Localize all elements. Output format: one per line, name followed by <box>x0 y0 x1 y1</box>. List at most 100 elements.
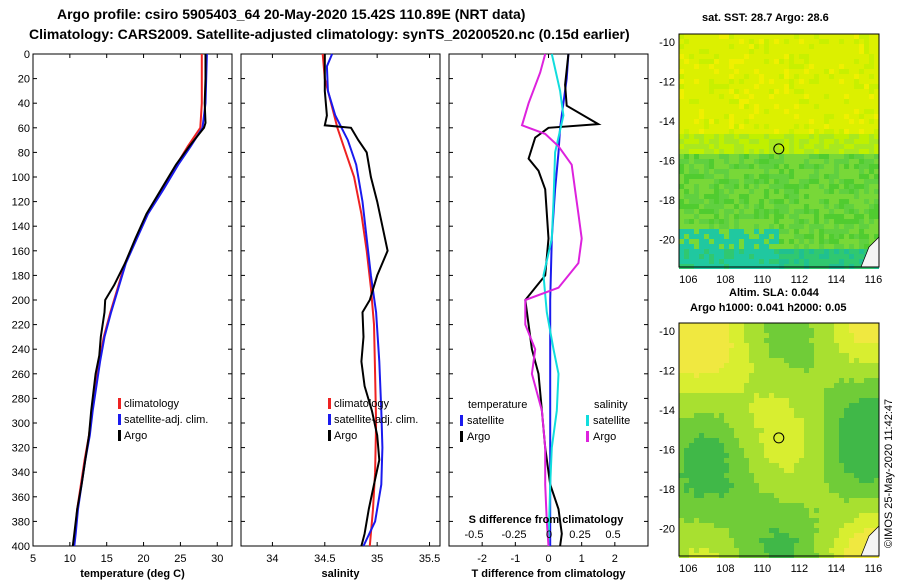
sst-map-cell <box>739 59 744 64</box>
sla-map-cell <box>704 433 709 438</box>
sst-map-cell <box>779 134 784 139</box>
sla-map-cell <box>709 458 714 463</box>
sst-map-cell <box>759 94 764 99</box>
sla-map-cell <box>724 483 729 488</box>
sla-map-cell <box>869 338 874 343</box>
sst-map-cell <box>844 39 849 44</box>
sst-map-cell <box>834 239 839 244</box>
sst-map-cell <box>724 259 729 264</box>
sst-map-cell <box>759 224 764 229</box>
sla-map-cell <box>689 358 694 363</box>
sla-map-cell <box>709 463 714 468</box>
sst-map-cell <box>834 189 839 194</box>
sst-map-cell <box>724 134 729 139</box>
sst-map-cell <box>689 184 694 189</box>
sst-map-cell <box>729 224 734 229</box>
sla-map-cell <box>759 488 764 493</box>
sla-map-cell <box>679 488 684 493</box>
sla-map-cell <box>814 548 819 553</box>
sst-map-cell <box>759 179 764 184</box>
sla-map-cell <box>734 513 739 518</box>
sla-map-cell <box>704 418 709 423</box>
sla-map-cell <box>714 548 719 553</box>
sst-map-cell <box>869 84 874 89</box>
sla-map-cell <box>869 398 874 403</box>
sla-map-cell <box>794 483 799 488</box>
sla-map-cell <box>784 503 789 508</box>
sla-map-cell <box>809 403 814 408</box>
sst-map-cell <box>834 244 839 249</box>
sst-map-cell <box>774 129 779 134</box>
sst-map-cell <box>829 154 834 159</box>
sla-map-cell <box>824 433 829 438</box>
sst-map-cell <box>829 204 834 209</box>
sla-map-cell <box>784 428 789 433</box>
sla-map-cell <box>809 533 814 538</box>
sst-map-cell <box>819 219 824 224</box>
sst-map-cell <box>679 89 684 94</box>
sla-map-cell <box>839 353 844 358</box>
sla-map-cell <box>724 358 729 363</box>
sla-map-cell <box>724 323 729 328</box>
sla-map-cell <box>689 518 694 523</box>
sla-map-cell <box>824 443 829 448</box>
sla-map-cell <box>789 473 794 478</box>
sla-map-cell <box>789 408 794 413</box>
sst-map-cell <box>844 259 849 264</box>
sst-map-cell <box>754 154 759 159</box>
sst-map-cell <box>854 239 859 244</box>
sla-map-cell <box>724 438 729 443</box>
sst-map-cell <box>849 229 854 234</box>
sla-map-cell <box>839 443 844 448</box>
sst-map-cell <box>829 74 834 79</box>
sst-map-cell <box>864 244 869 249</box>
sla-map-cell <box>729 443 734 448</box>
sla-map-cell <box>774 393 779 398</box>
sst-map-cell <box>744 244 749 249</box>
sst-map-cell <box>764 209 769 214</box>
sla-map-cell <box>874 453 879 458</box>
sla-map-cell <box>709 518 714 523</box>
sst-map-cell <box>789 89 794 94</box>
sla-map-cell <box>704 338 709 343</box>
sst-map-cell <box>719 229 724 234</box>
sst-map-cell <box>769 214 774 219</box>
sst-map-cell <box>839 129 844 134</box>
sst-map-cell <box>684 204 689 209</box>
sst-map-cell <box>794 224 799 229</box>
sla-map-cell <box>694 343 699 348</box>
sst-map-cell <box>684 84 689 89</box>
sst-map-cell <box>774 54 779 59</box>
sst-map-cell <box>704 189 709 194</box>
sst-map-cell <box>784 259 789 264</box>
sla-map-cell <box>759 353 764 358</box>
sla-map-cell <box>739 378 744 383</box>
sla-map-cell <box>704 423 709 428</box>
depth-tick-label: 80 <box>18 147 30 159</box>
sst-map-cell <box>699 189 704 194</box>
sla-map-cell <box>794 338 799 343</box>
sla-map-cell <box>844 368 849 373</box>
sst-map-cell <box>829 179 834 184</box>
sla-map-cell <box>809 423 814 428</box>
sst-map-cell <box>789 84 794 89</box>
sla-map-cell <box>774 458 779 463</box>
sla-map-title-line-1: Altim. SLA: 0.044 <box>729 287 819 299</box>
sst-map-cell <box>719 169 724 174</box>
sst-map-cell <box>844 229 849 234</box>
sst-map-cell <box>719 119 724 124</box>
sst-map-cell <box>799 149 804 154</box>
sla-map-cell <box>764 463 769 468</box>
sla-map-cell <box>724 348 729 353</box>
sst-map-cell <box>804 104 809 109</box>
sst-map-cell <box>864 39 869 44</box>
sla-map-cell <box>739 493 744 498</box>
sst-map-cell <box>859 79 864 84</box>
sla-map-ytick-label: -18 <box>659 484 675 496</box>
sla-map-cell <box>789 438 794 443</box>
sla-map-cell <box>734 328 739 333</box>
sst-map-cell <box>759 84 764 89</box>
sst-map-cell <box>794 219 799 224</box>
sla-map-cell <box>764 408 769 413</box>
sla-map-cell <box>774 438 779 443</box>
